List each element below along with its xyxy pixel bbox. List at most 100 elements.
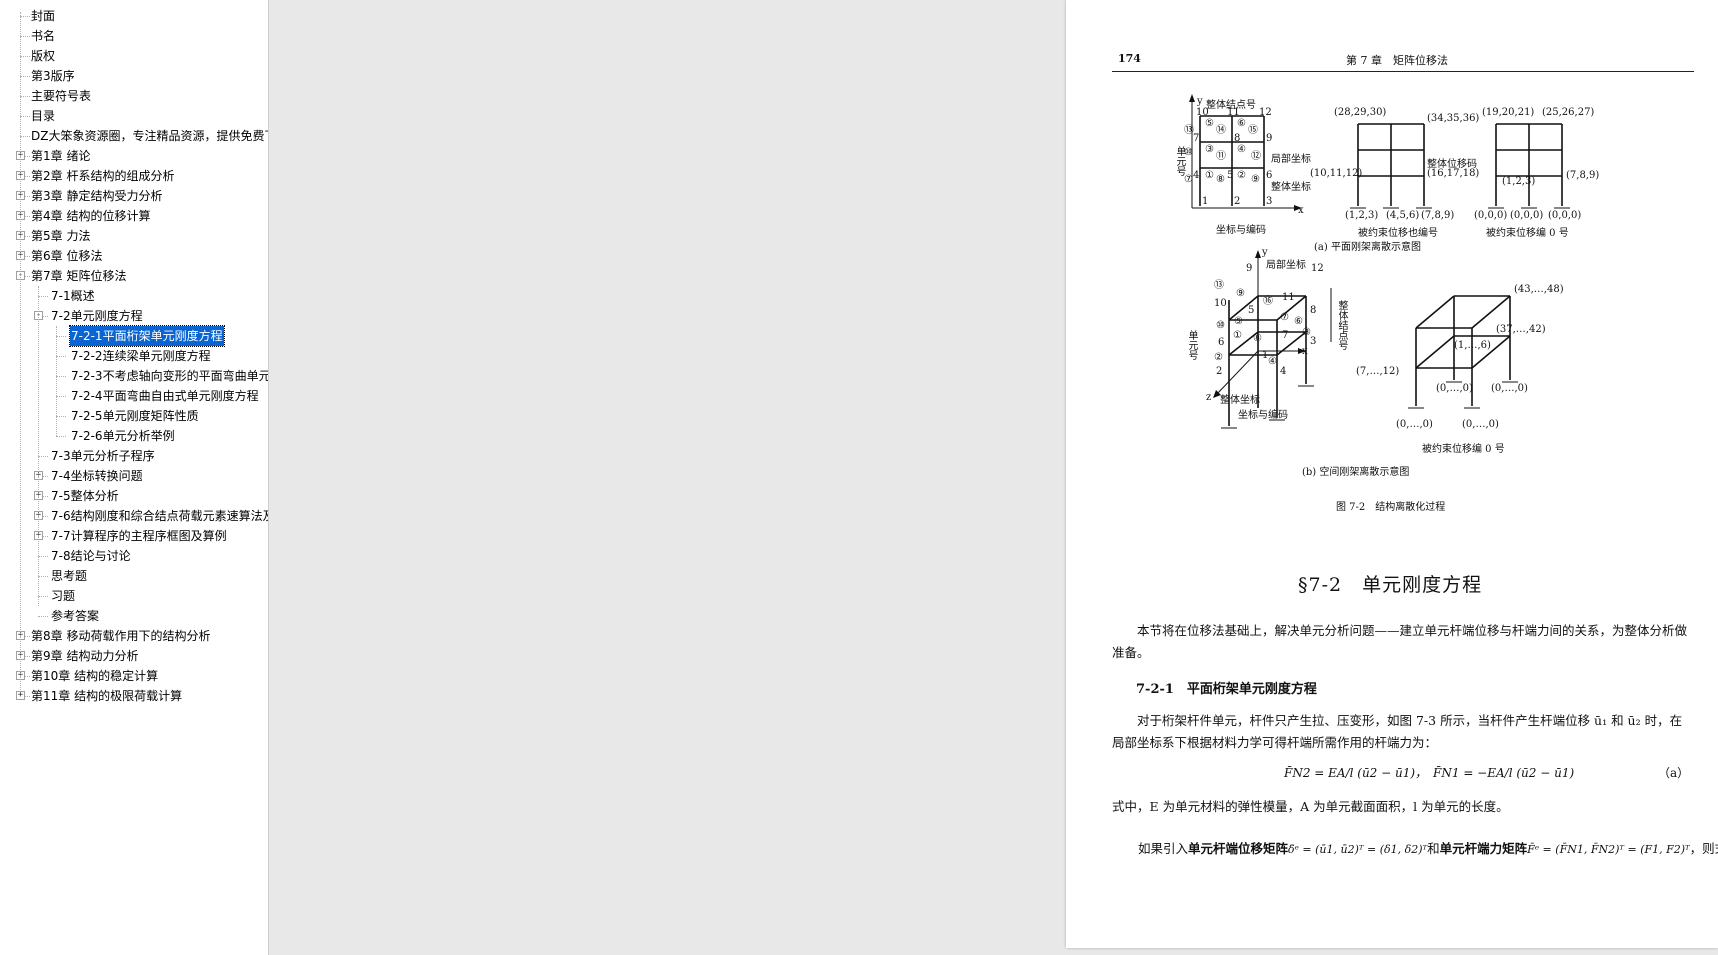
toc-item[interactable]: +7-4坐标转换问题 bbox=[0, 466, 268, 486]
fig-a-code: (0,0,0) bbox=[1510, 210, 1544, 221]
toc-item-label: 7-7计算程序的主程序框图及算例 bbox=[51, 529, 227, 543]
toc-item[interactable]: + 第1章 绪论 bbox=[0, 146, 268, 166]
toc-item[interactable]: DZ大笨象资源圈，专注精品资源，提供免费下 bbox=[0, 126, 268, 146]
toc-item-label: 7-2-4平面弯曲自由式单元刚度方程 bbox=[71, 389, 259, 403]
element-label: ⑧ bbox=[1216, 174, 1225, 185]
toc-item[interactable]: 7-8结论与讨论 bbox=[0, 546, 268, 566]
toc-item[interactable]: 7-1概述 bbox=[0, 286, 268, 306]
fig-a-disp-code-label: 整体位移码 bbox=[1427, 159, 1477, 170]
toc-item-label: 第2章 杆系结构的组成分析 bbox=[31, 169, 175, 183]
fig-a-code: (19,20,21) bbox=[1482, 107, 1535, 118]
node-label: 6 bbox=[1218, 337, 1225, 348]
expand-icon[interactable]: + bbox=[16, 690, 25, 700]
toc-item[interactable]: 版权 bbox=[0, 46, 268, 66]
toc-item[interactable]: 7-2-2连续梁单元刚度方程 bbox=[0, 346, 268, 366]
tree-connector bbox=[38, 516, 48, 517]
node-label: 1 bbox=[1262, 350, 1269, 361]
paragraph-4-and: 和 bbox=[1427, 841, 1440, 856]
fig-b-y-axis: y bbox=[1262, 247, 1268, 258]
toc-item-label: 第9章 结构动力分析 bbox=[31, 649, 139, 663]
paragraph-2: 对于桁架杆件单元，杆件只产生拉、压变形，如图 7-3 所示，当杆件产生杆端位移 … bbox=[1112, 713, 1683, 750]
tree-connector bbox=[38, 576, 48, 577]
node-label: 12 bbox=[1311, 263, 1324, 274]
fig-a-x-axis: x bbox=[1298, 205, 1304, 216]
tree-connector bbox=[20, 676, 30, 677]
toc-item[interactable]: + 第6章 位移法 bbox=[0, 246, 268, 266]
toc-item-label: 7-3单元分析子程序 bbox=[51, 449, 155, 463]
fig-a-code: (7,8,9) bbox=[1421, 210, 1455, 221]
toc-item[interactable]: +7-6结构刚度和综合结点荷载元素速算法及 bbox=[0, 506, 268, 526]
tree-connector bbox=[38, 496, 48, 497]
toc-item-label: 7-2-1平面桁架单元刚度方程 bbox=[69, 325, 225, 347]
element-label: ⑮ bbox=[1248, 125, 1258, 136]
node-label: 5 bbox=[1248, 305, 1255, 316]
toc-item[interactable]: + 第11章 结构的极限荷载计算 bbox=[0, 686, 268, 706]
toc-item-label: 习题 bbox=[51, 589, 76, 603]
toc-item[interactable]: + 第2章 杆系结构的组成分析 bbox=[0, 166, 268, 186]
tree-connector bbox=[56, 376, 66, 377]
toc-item[interactable]: - 第7章 矩阵位移法 bbox=[0, 266, 268, 286]
toc-item[interactable]: 目录 bbox=[0, 106, 268, 126]
toc-item-label: 7-5整体分析 bbox=[51, 489, 119, 503]
toc-item[interactable]: 7-2-1平面桁架单元刚度方程 bbox=[0, 325, 268, 347]
toc-item[interactable]: + 第10章 结构的稳定计算 bbox=[0, 666, 268, 686]
toc-item-label: 参考答案 bbox=[51, 609, 100, 623]
toc-item[interactable]: 7-2-4平面弯曲自由式单元刚度方程 bbox=[0, 386, 268, 406]
element-label: ③ bbox=[1302, 327, 1311, 338]
toc-item-label: 第3章 静定结构受力分析 bbox=[31, 189, 163, 203]
element-label: ⑦ bbox=[1184, 174, 1193, 185]
paragraph-4-term-2: 单元杆端力矩阵 bbox=[1439, 841, 1528, 856]
toc-item[interactable]: 参考答案 bbox=[0, 606, 268, 626]
toc-item-label: 7-2-5单元刚度矩阵性质 bbox=[71, 409, 199, 423]
toc-item[interactable]: 7-3单元分析子程序 bbox=[0, 446, 268, 466]
tree-connector bbox=[38, 296, 48, 297]
node-label: 9 bbox=[1246, 263, 1253, 274]
element-label: ⑨ bbox=[1251, 174, 1260, 185]
equation-a: F̄N2 = EA/l (ū2 − ū1)， F̄N1 = −EA/l (ū2 … bbox=[1284, 766, 1575, 780]
node-label: 11 bbox=[1227, 107, 1240, 118]
fig-a-constrained-2: 被约束位移编 0 号 bbox=[1486, 228, 1569, 239]
toc-item[interactable]: 7-2-3不考虑轴向变形的平面弯曲单元 bbox=[0, 366, 268, 386]
toc-item-label: 7-2-2连续梁单元刚度方程 bbox=[71, 349, 211, 363]
tree-connector bbox=[38, 616, 48, 617]
tree-connector bbox=[20, 236, 30, 237]
fig-b-code: (0,…,0) bbox=[1436, 383, 1473, 394]
running-header: 第 7 章 矩阵位移法 bbox=[1346, 54, 1448, 67]
element-label: ② bbox=[1237, 170, 1246, 181]
toc-item[interactable]: +7-7计算程序的主程序框图及算例 bbox=[0, 526, 268, 546]
node-label: 8 bbox=[1310, 305, 1317, 316]
toc-item[interactable]: + 第9章 结构动力分析 bbox=[0, 646, 268, 666]
page-number: 174 bbox=[1118, 52, 1141, 65]
toc-item[interactable]: 7-2-5单元刚度矩阵性质 bbox=[0, 406, 268, 426]
toc-item[interactable]: + 第4章 结构的位移计算 bbox=[0, 206, 268, 226]
toc-item[interactable]: +7-5整体分析 bbox=[0, 486, 268, 506]
toc-item[interactable]: + 第8章 移动荷载作用下的结构分析 bbox=[0, 626, 268, 646]
toc-item-label: 7-1概述 bbox=[51, 289, 95, 303]
tree-connector bbox=[38, 476, 48, 477]
toc-item[interactable]: -7-2单元刚度方程 bbox=[0, 306, 268, 326]
toc-item[interactable]: 习题 bbox=[0, 586, 268, 606]
toc-item[interactable]: 主要符号表 bbox=[0, 86, 268, 106]
toc-item-label: 书名 bbox=[31, 29, 56, 43]
pdf-page: 174 第 7 章 矩阵位移法 整体结点号 y x 10 11 12 7 8 bbox=[1066, 0, 1718, 948]
toc-item[interactable]: + 第5章 力法 bbox=[0, 226, 268, 246]
toc-item[interactable]: 书名 bbox=[0, 26, 268, 46]
toc-item-label: 7-4坐标转换问题 bbox=[51, 469, 143, 483]
fig-a-y-axis: y bbox=[1197, 96, 1203, 107]
element-label: ④ bbox=[1237, 144, 1246, 155]
bookmark-panel: 封面 书名 版权 第3版序 主要符号表 目录 DZ大笨象资源圈，专注精品资源，提供免费下 + 第… bbox=[0, 0, 269, 955]
node-label: 2 bbox=[1216, 366, 1223, 377]
node-label: 3 bbox=[1266, 196, 1273, 207]
toc-item[interactable]: 第3版序 bbox=[0, 66, 268, 86]
subsection-title: 7-2-1 平面桁架单元刚度方程 bbox=[1136, 682, 1317, 697]
toc-item[interactable]: + 第3章 静定结构受力分析 bbox=[0, 186, 268, 206]
toc-item[interactable]: 思考题 bbox=[0, 566, 268, 586]
fig-b-global-label: 整体坐标 bbox=[1220, 395, 1260, 406]
element-label: ③ bbox=[1205, 144, 1214, 155]
fig-a-code: (0,0,0) bbox=[1474, 210, 1508, 221]
element-label: ⑨ bbox=[1236, 288, 1245, 299]
toc-item[interactable]: 7-2-6单元分析举例 bbox=[0, 426, 268, 446]
toc-item[interactable]: 封面 bbox=[0, 6, 268, 26]
element-label: ⑬ bbox=[1184, 125, 1194, 136]
tree-connector bbox=[56, 336, 66, 337]
